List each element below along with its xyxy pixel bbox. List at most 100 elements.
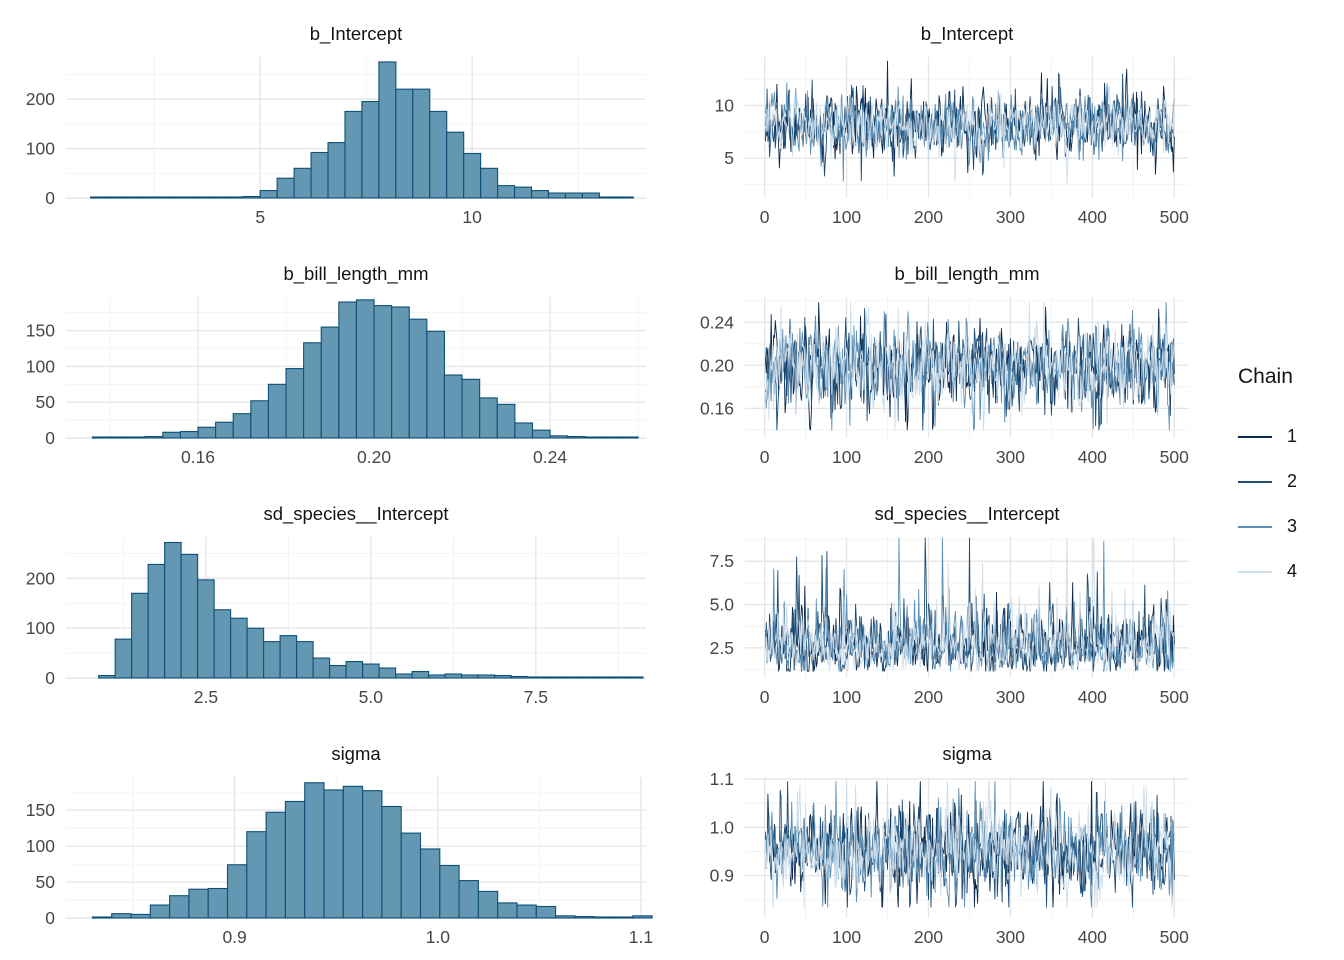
histogram-bar — [279, 635, 298, 679]
x-tick-label: 0.24 — [533, 447, 567, 467]
panel-trace-b_bill_length_mm: b_bill_length_mm 0 100 200 300 400 500 0.16 0.20… — [672, 240, 1232, 480]
histogram-bar — [144, 436, 164, 439]
panel-hist-sd_species__Intercept: sd_species__Intercept 2.5 5.0 7.5 0 100 200 — [0, 480, 672, 720]
x-tick-label: 400 — [1078, 447, 1107, 467]
histogram-bar — [461, 378, 481, 439]
histogram-bar — [555, 915, 576, 919]
x-tick-label: 300 — [996, 927, 1025, 947]
histogram-bar — [391, 306, 410, 439]
histogram-bar — [439, 864, 460, 919]
x-tick-label: 0 — [760, 927, 770, 947]
histogram-bar — [329, 664, 347, 679]
histogram-bar — [267, 383, 287, 439]
y-tick-label: 0 — [45, 908, 55, 928]
histogram-bar — [530, 190, 550, 199]
panel-trace-sigma: sigma 0 100 200 300 400 500 0.9 1.0 1.1 — [672, 720, 1232, 960]
y-tick-label: 100 — [26, 836, 55, 856]
panel-trace-b_Intercept: b_Intercept 0 100 200 300 400 500 5 10 — [672, 0, 1232, 240]
histogram-bar — [480, 167, 499, 199]
y-tick-label: 5.0 — [710, 595, 735, 615]
histogram-bar — [147, 563, 166, 679]
histogram-bar — [265, 811, 286, 919]
histogram-bar — [408, 318, 428, 439]
histogram-bar — [514, 186, 533, 199]
histogram-bar — [381, 805, 402, 919]
histogram-bar — [395, 88, 414, 199]
x-tick-label: 500 — [1160, 447, 1189, 467]
histogram-bar — [477, 674, 496, 679]
histogram-bar — [527, 676, 545, 679]
histogram-bar — [400, 832, 422, 919]
y-tick-label: 0 — [45, 428, 55, 448]
histogram-bar — [593, 916, 615, 919]
x-tick-label: 5 — [255, 207, 265, 227]
histogram-bar — [303, 342, 322, 439]
histogram-bar — [602, 436, 622, 439]
histogram-bar — [461, 674, 479, 679]
histogram-bar — [361, 100, 380, 199]
y-tick-label: 0.9 — [710, 866, 734, 886]
panel-title: b_bill_length_mm — [894, 263, 1039, 285]
histogram-bar — [242, 195, 261, 199]
trace-sigma-svg: sigma 0 100 200 300 400 500 0.9 1.0 1.1 — [710, 743, 1189, 947]
legend-item-chain-2: 2 — [1238, 459, 1338, 504]
trace-lines — [765, 60, 1175, 186]
histogram-bars — [91, 299, 639, 439]
legend-item-chain-3: 3 — [1238, 504, 1338, 549]
histogram-bars — [98, 541, 644, 679]
histogram-bar — [246, 831, 267, 919]
histogram-bar — [625, 676, 644, 679]
legend-label-chain-2: 2 — [1287, 471, 1298, 491]
histogram-bar — [412, 88, 431, 199]
histogram-bar — [362, 663, 380, 679]
hist-sigma-svg: sigma 0.9 1.0 1.1 0 50 100 150 — [26, 743, 653, 947]
histogram-bar — [463, 152, 482, 199]
histogram-bar — [632, 915, 653, 919]
legend-label-chain-1: 1 — [1287, 426, 1298, 446]
panel-title: b_Intercept — [921, 23, 1014, 45]
hist-b_bill_length_mm-svg: b_bill_length_mm 0.16 0.20 0.24 0 50 100 150 — [26, 263, 646, 467]
x-tick-label: 200 — [914, 447, 943, 467]
histogram-bars — [91, 782, 653, 919]
hist-sd_species__Intercept-svg: sd_species__Intercept 2.5 5.0 7.5 0 100 200 — [26, 503, 646, 707]
x-tick-label: 300 — [996, 447, 1025, 467]
x-tick-label: 2.5 — [194, 687, 218, 707]
histogram-bar — [378, 61, 397, 199]
x-tick-label: 200 — [914, 207, 943, 227]
y-tick-label: 200 — [26, 568, 55, 588]
histogram-bar — [90, 196, 109, 199]
x-tick-label: 300 — [996, 687, 1025, 707]
histogram-bar — [246, 627, 265, 679]
trace-line-chain-1 — [765, 301, 1175, 431]
trace-b_Intercept-svg: b_Intercept 0 100 200 300 400 500 5 10 — [715, 23, 1190, 227]
histogram-bar — [426, 330, 446, 439]
histogram-bar — [111, 913, 132, 919]
x-tick-label: 0 — [760, 687, 770, 707]
histogram-bar — [259, 190, 278, 199]
histogram-bar — [443, 374, 463, 439]
histogram-bar — [531, 429, 551, 439]
x-tick-label: 10 — [462, 207, 482, 227]
histogram-bar — [180, 553, 199, 679]
histogram-bar — [304, 782, 325, 919]
histogram-bar — [226, 864, 248, 919]
y-tick-label: 0 — [45, 668, 55, 688]
y-tick-label: 5 — [724, 148, 734, 168]
chain-3-line-swatch-icon — [1238, 525, 1272, 528]
trace-lines — [765, 537, 1175, 672]
histogram-bar — [164, 541, 182, 679]
histogram-bar — [497, 902, 518, 919]
x-tick-label: 400 — [1078, 687, 1107, 707]
histogram-bar — [140, 196, 159, 199]
x-tick-label: 0.20 — [357, 447, 391, 467]
histogram-bar — [123, 196, 143, 199]
histogram-bar — [338, 301, 357, 439]
histogram-bar — [592, 676, 611, 679]
y-tick-label: 100 — [26, 356, 55, 376]
histogram-bar — [535, 905, 557, 919]
y-tick-label: 0.16 — [700, 398, 734, 418]
histogram-bar — [263, 641, 281, 679]
histogram-bar — [429, 110, 448, 199]
x-tick-label: 0.9 — [222, 927, 246, 947]
